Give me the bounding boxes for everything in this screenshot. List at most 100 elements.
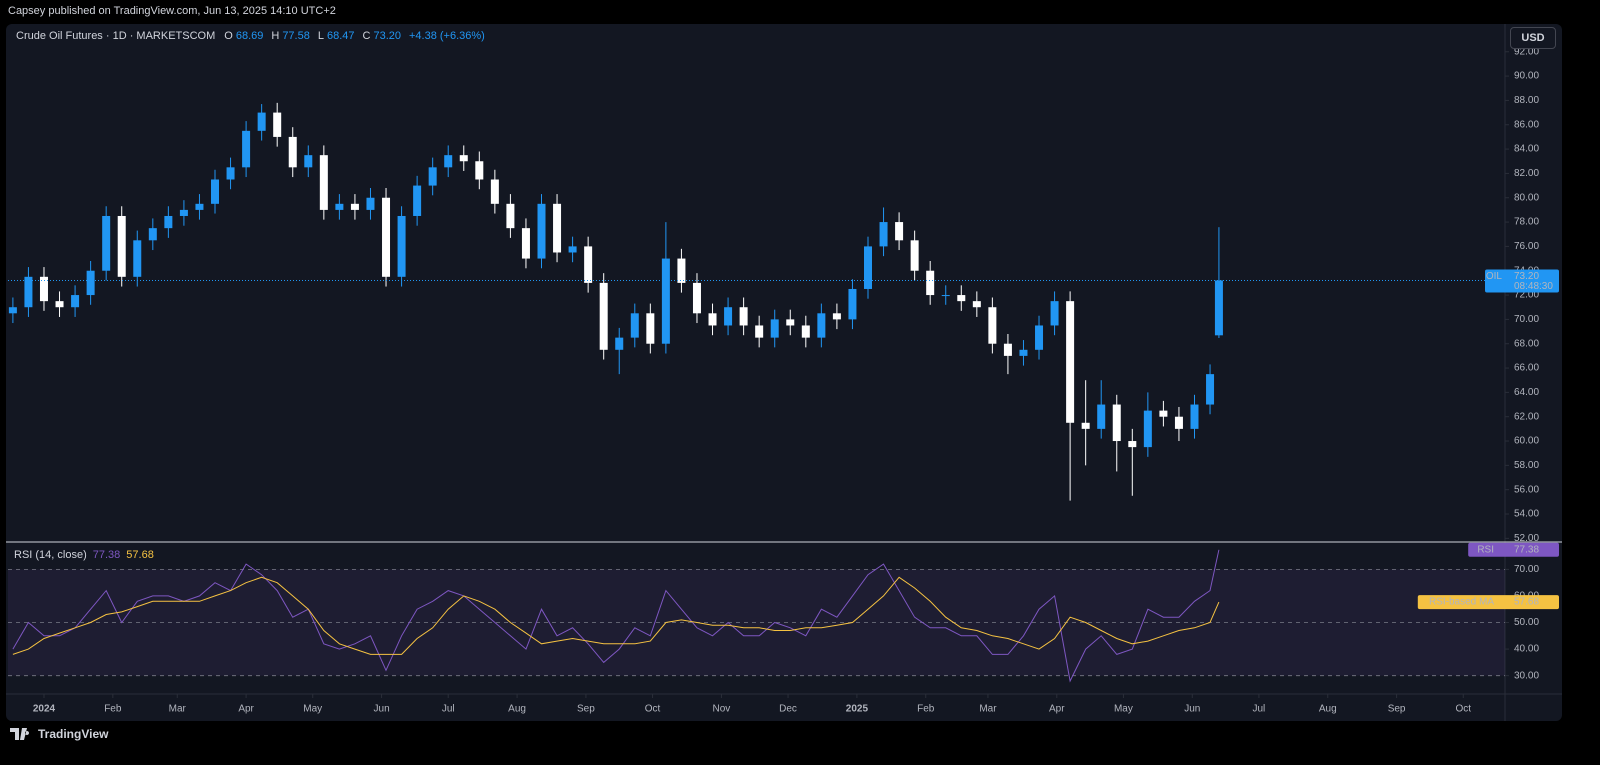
- candle-body: [817, 313, 826, 338]
- x-tick-label: Jun: [374, 704, 390, 715]
- series-line: [12, 576, 1220, 655]
- y-tick-label: 90.00: [1514, 71, 1539, 82]
- candle-body: [288, 136, 297, 168]
- brand: TradingView: [38, 727, 109, 741]
- currency-button[interactable]: USD: [1510, 27, 1556, 49]
- x-tick-label: Mar: [979, 704, 997, 715]
- publish-info: Capsey published on TradingView.com, Jun…: [8, 5, 336, 17]
- candle-body: [988, 307, 997, 344]
- candle-body: [428, 167, 437, 186]
- candle-body: [1019, 349, 1028, 356]
- series-tag-value: 57.68: [1514, 597, 1539, 608]
- candle-body: [1174, 416, 1183, 429]
- x-tick-label: Feb: [104, 704, 122, 715]
- y-tick-label: 50.00: [1514, 617, 1539, 628]
- y-tick-label: 66.00: [1514, 363, 1539, 374]
- series-tag-bg: [1417, 595, 1559, 610]
- y-tick-label: 70.00: [1514, 314, 1539, 325]
- rsi-legend: RSI (14, close) 77.38 57.68: [14, 549, 154, 561]
- x-tick-label: May: [1114, 704, 1133, 715]
- series-tag-bg: [1468, 542, 1559, 557]
- candle-body: [941, 295, 950, 297]
- series-tag-value: 77.38: [1514, 544, 1539, 555]
- candle-body: [444, 155, 453, 168]
- logo-icon: [10, 728, 30, 740]
- y-tick-label: 40.00: [1514, 644, 1539, 655]
- x-tick-label: Oct: [645, 704, 661, 715]
- candle-body: [926, 270, 935, 296]
- ohlc-value: 77.58: [282, 30, 310, 42]
- series-tag-name: RSI-based MA: [1429, 597, 1494, 608]
- candle-body: [630, 313, 639, 338]
- candle-body: [1190, 404, 1199, 429]
- candle-body: [117, 215, 126, 277]
- candle-body: [71, 295, 80, 308]
- candle-body: [739, 307, 748, 326]
- candle-body: [1159, 410, 1168, 417]
- candle-body: [972, 301, 981, 308]
- x-tick-label: Oct: [1455, 704, 1471, 715]
- candle-body: [832, 313, 841, 320]
- ohlc-key: O: [224, 30, 233, 42]
- candle-body: [895, 222, 904, 241]
- candle-body: [242, 130, 251, 168]
- x-tick-label: May: [303, 704, 322, 715]
- y-tick-label: 72.00: [1514, 290, 1539, 301]
- y-tick-label: 78.00: [1514, 217, 1539, 228]
- y-tick-label: 92.00: [1514, 46, 1539, 57]
- candle-body: [848, 288, 857, 320]
- candle-body: [55, 301, 64, 308]
- candle-body: [1143, 410, 1152, 448]
- candle-body: [304, 155, 313, 168]
- y-tick-label: 86.00: [1514, 119, 1539, 130]
- candle-body: [1003, 343, 1012, 356]
- candle-body: [273, 112, 282, 137]
- x-tick-label: Apr: [238, 704, 254, 715]
- symbol-legend: Crude Oil Futures · 1D · MARKETSCOM O 68.…: [16, 30, 490, 42]
- candle-body: [786, 319, 795, 326]
- candle-body: [677, 258, 686, 283]
- candle-body: [382, 197, 391, 277]
- price-tag-bg: [1485, 269, 1559, 293]
- candle-body: [708, 313, 717, 326]
- x-tick-label: Feb: [917, 704, 935, 715]
- x-tick-label: Dec: [779, 704, 797, 715]
- x-tick-label: Sep: [1388, 704, 1406, 715]
- candle-body: [179, 209, 188, 216]
- candle-body: [1112, 404, 1121, 442]
- candle-body: [459, 155, 468, 162]
- candle-body: [661, 258, 670, 344]
- candle-body: [1081, 422, 1090, 429]
- rsi-title: RSI (14, close): [14, 549, 87, 561]
- rsi-ma-value: 57.68: [126, 549, 154, 561]
- candle-body: [615, 337, 624, 350]
- y-tick-label: 60.00: [1514, 436, 1539, 447]
- candle-body: [957, 295, 966, 302]
- candle-body: [195, 203, 204, 210]
- chart-background: [6, 24, 1562, 721]
- candle-body: [413, 185, 422, 216]
- candle-body: [692, 282, 701, 314]
- candle-body: [319, 155, 328, 210]
- candle-body: [24, 276, 33, 308]
- y-tick-label: 62.00: [1514, 411, 1539, 422]
- candle-body: [226, 167, 235, 180]
- y-tick-label: 30.00: [1514, 670, 1539, 681]
- y-tick-label: 64.00: [1514, 387, 1539, 398]
- candle-body: [755, 325, 764, 338]
- candle-body: [8, 307, 17, 314]
- ohlc-key: C: [362, 30, 371, 42]
- candle-body: [1214, 280, 1223, 336]
- candle-body: [1035, 325, 1044, 350]
- ohlc-value: 68.69: [235, 30, 264, 42]
- x-tick-label: Jul: [442, 704, 455, 715]
- x-tick-label: Sep: [577, 704, 595, 715]
- candle-body: [646, 313, 655, 344]
- price-change: +4.38 (+6.36%): [408, 30, 485, 42]
- ohlc-key: H: [271, 30, 280, 42]
- y-tick-label: 54.00: [1514, 509, 1539, 520]
- candle-body: [335, 203, 344, 210]
- x-tick-label: Aug: [508, 704, 526, 715]
- candle-body: [801, 325, 810, 338]
